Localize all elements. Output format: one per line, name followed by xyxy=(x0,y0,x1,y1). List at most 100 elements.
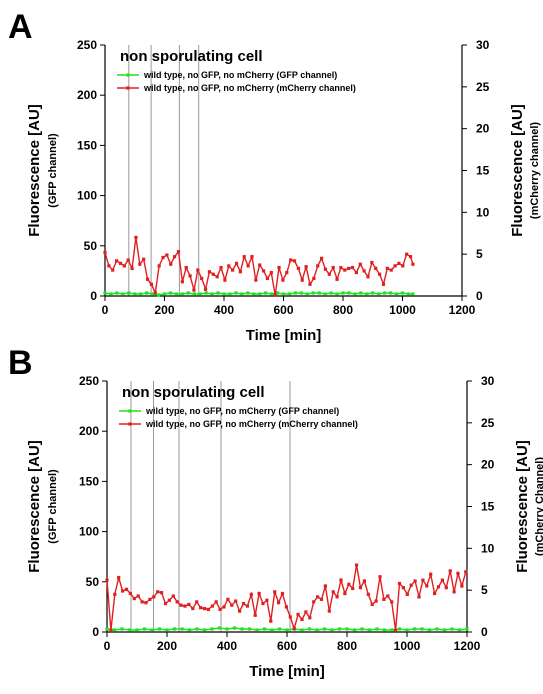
data-point xyxy=(456,571,460,576)
x-tick-label: 800 xyxy=(333,303,353,317)
data-point xyxy=(425,584,429,588)
data-point xyxy=(169,262,173,266)
data-point xyxy=(120,627,124,631)
y-left-tick-label: 200 xyxy=(77,88,97,102)
data-point xyxy=(273,293,277,297)
data-point xyxy=(322,627,327,631)
data-point xyxy=(226,597,230,601)
data-point xyxy=(371,291,375,295)
y-right-tick-label: 10 xyxy=(481,541,495,555)
y-left-tick-label: 50 xyxy=(84,239,98,253)
data-point xyxy=(277,601,281,605)
data-point xyxy=(207,270,212,274)
data-point xyxy=(270,292,274,296)
data-point xyxy=(386,594,390,598)
data-point xyxy=(187,602,191,606)
y-left-axis-title: Fluorescence [AU] xyxy=(26,104,43,237)
data-point xyxy=(312,600,316,604)
data-point xyxy=(319,256,324,260)
data-point xyxy=(327,609,331,613)
data-point xyxy=(167,598,171,602)
data-point xyxy=(284,605,288,609)
data-point xyxy=(265,598,269,602)
data-point xyxy=(153,291,157,295)
data-point xyxy=(161,255,165,260)
data-point xyxy=(355,563,359,567)
data-point xyxy=(460,584,464,588)
y-left-axis-subtitle: (GFP channel) xyxy=(47,469,59,544)
data-point xyxy=(122,264,126,268)
data-point xyxy=(335,595,339,599)
data-point xyxy=(118,261,123,265)
data-point xyxy=(457,628,462,632)
data-point xyxy=(184,265,188,270)
data-point xyxy=(234,261,239,265)
data-point xyxy=(377,272,382,276)
data-point xyxy=(230,603,234,607)
data-point xyxy=(281,278,285,282)
data-point xyxy=(288,615,292,619)
data-point xyxy=(215,275,219,279)
data-point xyxy=(218,607,222,612)
data-point xyxy=(436,585,441,589)
x-tick-label: 1200 xyxy=(449,303,476,317)
data-point xyxy=(304,610,308,614)
data-point xyxy=(210,627,214,631)
data-point xyxy=(323,292,327,296)
data-point xyxy=(105,627,109,631)
y-left-tick-label: 0 xyxy=(90,289,97,303)
data-point xyxy=(374,266,378,270)
data-point xyxy=(138,262,142,266)
data-point xyxy=(132,596,136,601)
data-point xyxy=(429,572,433,576)
legend-label: wild type, no GFP, no mCherry (mCherry c… xyxy=(143,83,356,93)
chart-title: non sporulating cell xyxy=(122,384,265,401)
chart-title: non sporulating cell xyxy=(120,48,263,65)
y-right-axis-subtitle: (mCherry channel) xyxy=(529,122,541,220)
data-point xyxy=(362,269,366,273)
data-point xyxy=(378,575,382,579)
data-point xyxy=(173,255,177,259)
y-left-tick-label: 0 xyxy=(92,625,99,639)
data-point xyxy=(115,291,119,295)
data-point xyxy=(285,270,289,275)
y-right-tick-label: 25 xyxy=(476,80,490,94)
data-point xyxy=(247,627,252,631)
data-point xyxy=(385,266,389,270)
data-point xyxy=(188,274,192,278)
y-right-tick-label: 25 xyxy=(481,416,495,430)
data-point xyxy=(347,582,351,586)
data-point xyxy=(238,609,242,613)
data-point xyxy=(103,250,107,255)
data-point xyxy=(156,293,161,297)
data-point xyxy=(465,627,469,631)
data-point xyxy=(448,569,452,573)
data-point xyxy=(335,292,339,296)
data-point xyxy=(121,292,125,296)
data-point xyxy=(142,257,146,261)
data-point xyxy=(150,628,154,632)
data-point xyxy=(405,592,409,596)
data-point xyxy=(151,292,155,296)
data-point xyxy=(343,591,347,596)
data-point xyxy=(442,628,447,632)
data-point xyxy=(111,268,115,272)
x-tick-label: 1000 xyxy=(394,639,421,653)
y-right-tick-label: 0 xyxy=(476,289,483,303)
data-point xyxy=(180,292,184,296)
data-point xyxy=(390,600,394,604)
y-left-tick-label: 200 xyxy=(79,424,99,438)
data-point xyxy=(350,265,355,270)
data-point xyxy=(308,282,312,286)
data-point xyxy=(157,627,162,631)
data-point xyxy=(199,606,203,610)
legend-marker xyxy=(128,409,132,413)
data-point xyxy=(202,606,207,611)
data-point xyxy=(261,269,266,273)
data-point xyxy=(162,292,167,296)
data-point xyxy=(331,265,335,270)
data-point xyxy=(339,265,343,270)
data-point xyxy=(115,259,119,263)
y-right-tick-label: 30 xyxy=(476,38,490,52)
data-point xyxy=(433,591,437,596)
